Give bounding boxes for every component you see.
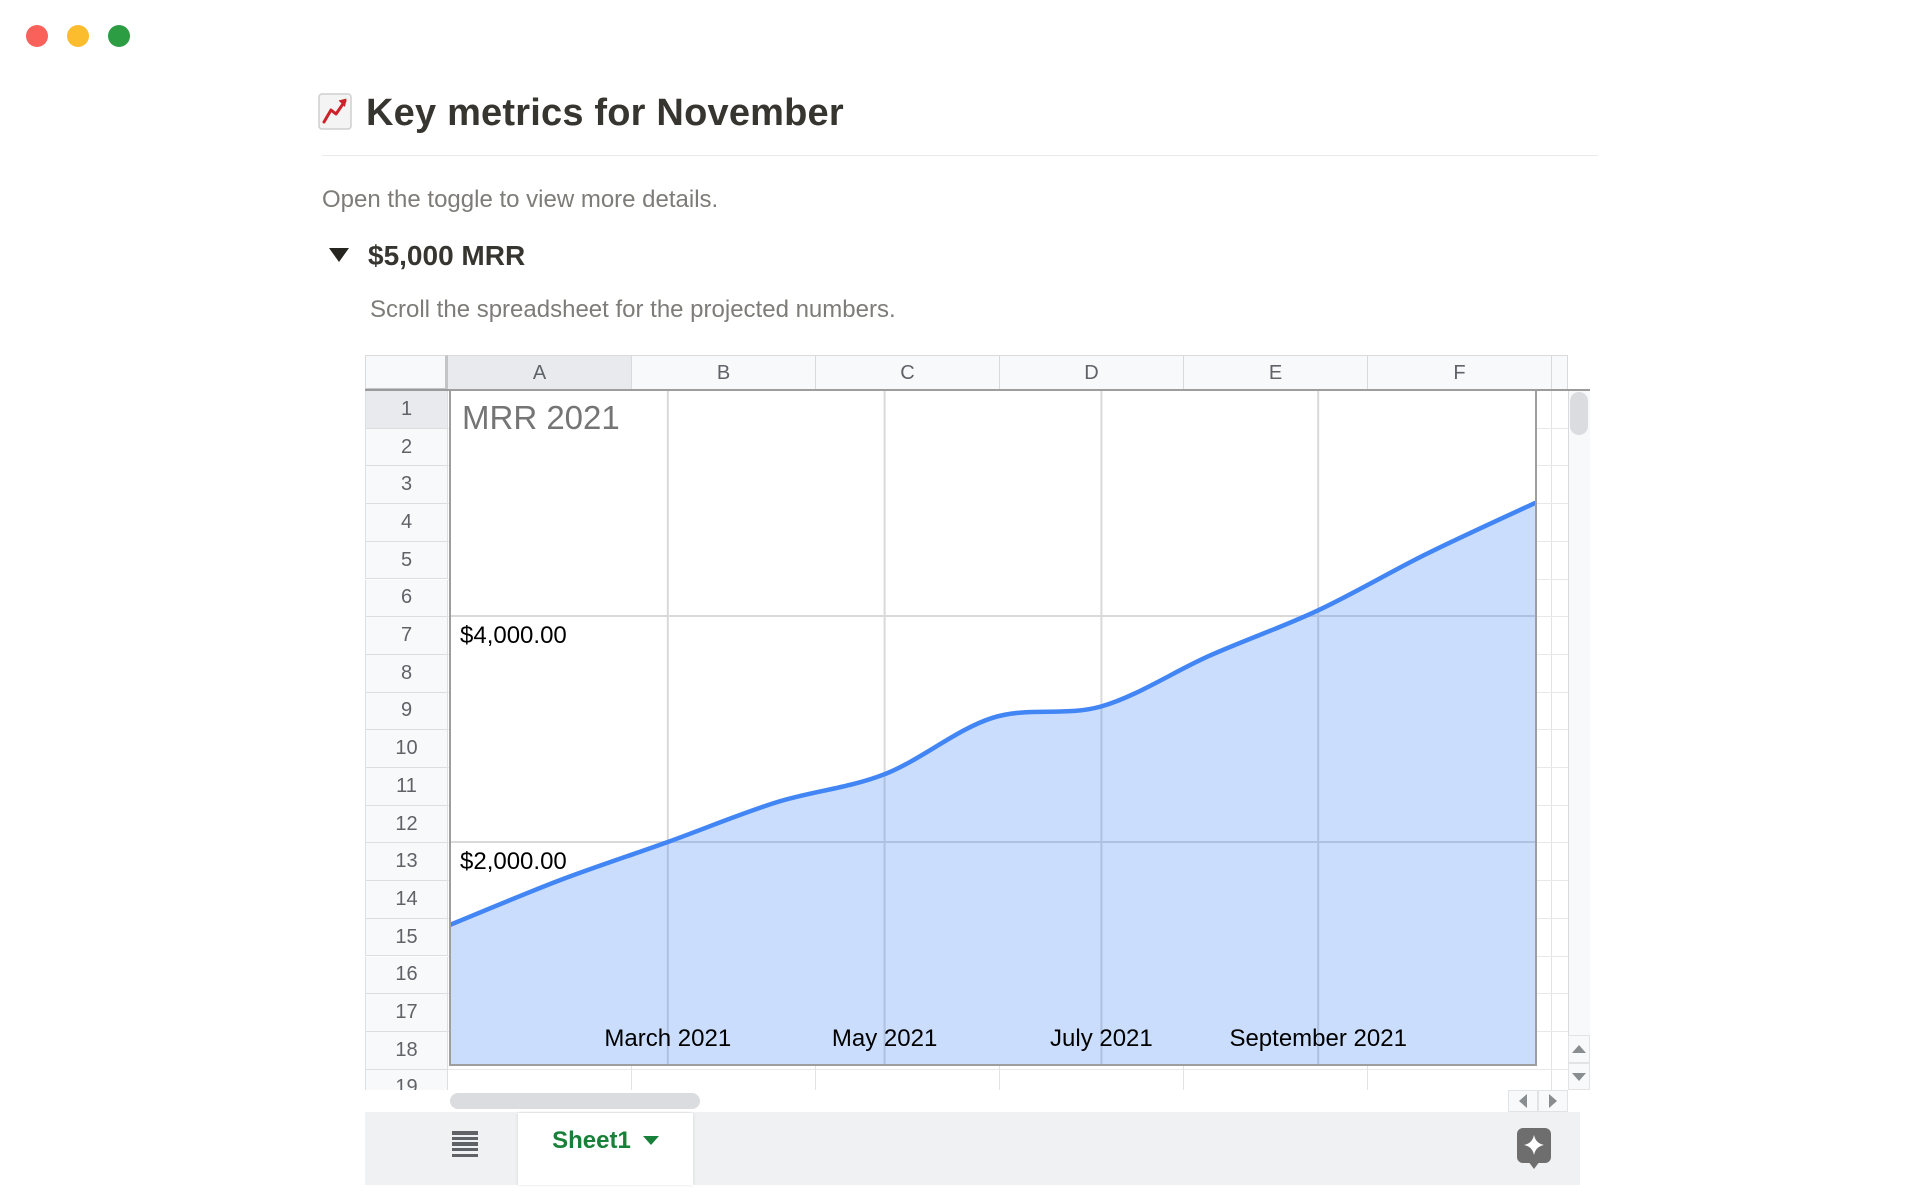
row-header-5[interactable]: 5: [365, 541, 448, 580]
column-header-A[interactable]: A: [448, 355, 632, 391]
column-header-C[interactable]: C: [816, 355, 1000, 391]
zoom-window-button[interactable]: [108, 25, 130, 47]
toggle-open-icon[interactable]: [329, 248, 349, 262]
y-axis-label: $4,000.00: [460, 622, 567, 649]
row-header-17[interactable]: 17: [365, 994, 448, 1032]
toggle-label[interactable]: $5,000 MRR: [368, 240, 526, 271]
row-header-13[interactable]: 13: [365, 843, 448, 882]
minimize-window-button[interactable]: [67, 25, 89, 47]
window-controls: [26, 25, 130, 47]
row-header-9[interactable]: 9: [365, 692, 448, 731]
arrow-left-icon: [1519, 1094, 1527, 1108]
scroll-down-button[interactable]: [1568, 1063, 1590, 1090]
area-fill: [451, 503, 1535, 1064]
intro-text: Open the toggle to view more details.: [322, 186, 719, 213]
row-header-2[interactable]: 2: [365, 428, 448, 467]
x-axis-label: September 2021: [1229, 1025, 1407, 1052]
row-header-12[interactable]: 12: [365, 805, 448, 844]
column-header-F[interactable]: F: [1368, 355, 1552, 391]
arrow-right-icon: [1549, 1094, 1557, 1108]
select-all-corner[interactable]: [365, 355, 448, 391]
scroll-up-button[interactable]: [1568, 1035, 1590, 1063]
hamburger-icon: [452, 1131, 478, 1135]
vertical-scrollbar[interactable]: [1568, 391, 1590, 1090]
mrr-series-line: [451, 500, 1535, 927]
row-header-19[interactable]: 19: [365, 1069, 448, 1090]
scroll-right-button[interactable]: [1538, 1090, 1568, 1112]
row-header-16[interactable]: 16: [365, 956, 448, 995]
sheet-tab-dropdown-icon: [642, 1136, 659, 1145]
area-chart-plot: [451, 391, 1535, 1064]
column-header-B[interactable]: B: [632, 355, 816, 391]
row-header-10[interactable]: 10: [365, 730, 448, 768]
grid-column-line: [1551, 391, 1552, 1090]
sheet-tab-sheet1[interactable]: Sheet1: [518, 1113, 693, 1185]
chart-increasing-emoji-icon: [318, 93, 352, 130]
row-header-15[interactable]: 15: [365, 918, 448, 957]
y-axis-label: $2,000.00: [460, 848, 567, 875]
column-header-D[interactable]: D: [1000, 355, 1184, 391]
x-axis-label: July 2021: [1050, 1025, 1153, 1052]
row-header-6[interactable]: 6: [365, 579, 448, 618]
vertical-scrollbar-thumb[interactable]: [1570, 392, 1588, 435]
horizontal-scrollbar-thumb[interactable]: [450, 1093, 700, 1109]
row-header-1[interactable]: 1: [365, 391, 448, 429]
sheet-tab-label: Sheet1: [552, 1127, 631, 1154]
scroll-hint-text: Scroll the spreadsheet for the projected…: [370, 296, 896, 323]
row-header-14[interactable]: 14: [365, 881, 448, 919]
scroll-left-button[interactable]: [1508, 1090, 1538, 1112]
x-axis-label: March 2021: [604, 1025, 732, 1052]
row-header-18[interactable]: 18: [365, 1031, 448, 1070]
chart-title: MRR 2021: [462, 399, 620, 436]
explore-button[interactable]: [1517, 1128, 1551, 1169]
grid-row-line: [448, 1068, 1568, 1070]
row-header-4[interactable]: 4: [365, 504, 448, 542]
row-header-11[interactable]: 11: [365, 768, 448, 806]
mrr-area-chart[interactable]: MRR 2021 $2,000.00 $4,000.00 March 2021 May…: [449, 389, 1537, 1066]
divider: [322, 155, 1598, 156]
explore-sparkle-icon: [1524, 1135, 1544, 1155]
arrow-up-icon: [1572, 1045, 1586, 1053]
row-header-8[interactable]: 8: [365, 654, 448, 693]
sheet-bottom-bar: Sheet1: [365, 1112, 1580, 1185]
close-window-button[interactable]: [26, 25, 48, 47]
page-title: Key metrics for November: [366, 92, 844, 134]
arrow-down-icon: [1572, 1072, 1586, 1081]
column-header-E[interactable]: E: [1184, 355, 1368, 391]
row-header-7[interactable]: 7: [365, 617, 448, 655]
all-sheets-menu-button[interactable]: [452, 1131, 478, 1157]
x-axis-label: May 2021: [831, 1025, 938, 1052]
column-header-partial: [1552, 355, 1568, 391]
row-header-3[interactable]: 3: [365, 466, 448, 505]
